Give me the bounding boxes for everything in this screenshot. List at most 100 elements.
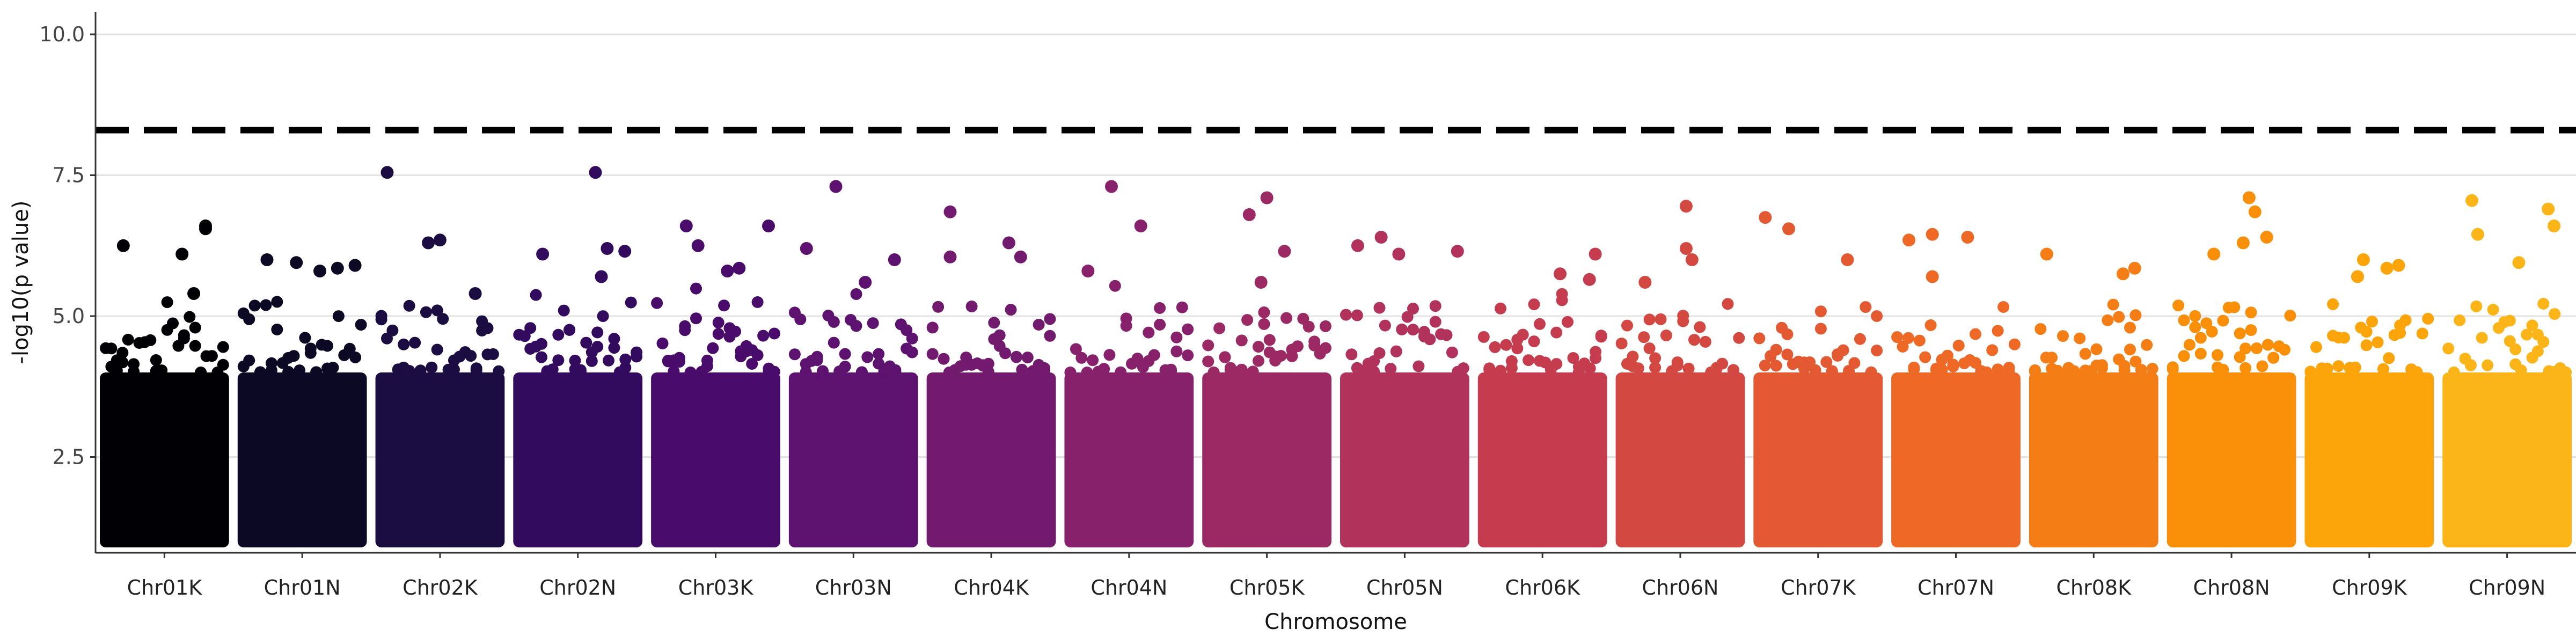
point xyxy=(867,317,879,330)
point xyxy=(2515,364,2527,376)
point xyxy=(1345,348,1358,361)
peak-point-Chr06K-0 xyxy=(1554,267,1567,281)
peak-point-Chr02K-2 xyxy=(433,233,447,247)
point xyxy=(1682,362,1695,375)
y-axis-ticks: 2.5 5.0 7.5 10.0 xyxy=(39,23,96,469)
point xyxy=(2124,321,2136,334)
point xyxy=(1373,302,1386,314)
point xyxy=(167,317,179,330)
point xyxy=(2189,321,2201,333)
point xyxy=(1627,350,1639,363)
point xyxy=(2167,363,2179,376)
point xyxy=(465,350,477,362)
point-cluster-Chr03K xyxy=(651,372,780,547)
point xyxy=(1781,348,1794,361)
peak-point-Chr09K-2 xyxy=(2392,259,2405,272)
peak-point-Chr09N-3 xyxy=(2471,228,2484,241)
point-cluster-Chr08N xyxy=(2167,372,2296,547)
series-Chr05K xyxy=(1202,191,1331,547)
point xyxy=(757,330,770,342)
point xyxy=(156,364,168,377)
point xyxy=(1550,326,1563,339)
point xyxy=(988,317,1000,329)
point xyxy=(552,354,565,367)
peak-point-Chr08N-4 xyxy=(2260,231,2273,244)
peak-point-Chr09N-0 xyxy=(2465,194,2478,207)
point xyxy=(2057,330,2069,342)
point xyxy=(2113,311,2125,323)
peak-point-Chr02K-1 xyxy=(422,236,435,250)
point xyxy=(1407,324,1419,336)
point xyxy=(1010,351,1022,363)
point xyxy=(1075,352,1088,364)
series-Chr07K xyxy=(1753,211,1883,547)
point xyxy=(1016,363,1028,376)
point xyxy=(375,313,387,326)
point xyxy=(2509,343,2522,355)
x-tick-label-Chr08N: Chr08N xyxy=(2193,576,2270,599)
point xyxy=(1660,330,1672,341)
point xyxy=(282,365,295,378)
data-points xyxy=(100,166,2572,547)
point xyxy=(1632,362,1644,375)
point xyxy=(1275,350,1287,362)
point xyxy=(1733,332,1745,344)
point xyxy=(1165,365,1177,377)
point xyxy=(2560,366,2572,378)
point xyxy=(586,355,598,367)
gridlines xyxy=(96,33,2576,458)
point xyxy=(1235,363,1248,376)
point xyxy=(530,289,542,301)
point xyxy=(1947,360,1959,372)
point xyxy=(2250,342,2263,354)
peak-point-Chr09N-2 xyxy=(2548,219,2561,232)
point xyxy=(712,317,724,329)
point xyxy=(2422,312,2434,325)
point xyxy=(1489,341,1501,353)
point xyxy=(1263,334,1276,346)
point xyxy=(1241,314,1254,326)
point-cluster-Chr02N xyxy=(513,372,643,547)
point xyxy=(178,332,190,345)
point xyxy=(310,366,323,378)
point xyxy=(2531,345,2544,357)
peak-point-Chr03N-1 xyxy=(800,242,813,255)
point xyxy=(2360,339,2373,352)
point xyxy=(1182,323,1194,335)
point-cluster-Chr04K xyxy=(926,372,1056,547)
point xyxy=(574,366,587,378)
x-tick-label-Chr05K: Chr05K xyxy=(1230,576,1305,599)
point xyxy=(546,363,559,376)
point xyxy=(828,316,840,328)
point xyxy=(1550,358,1563,370)
point xyxy=(403,365,415,377)
point xyxy=(1379,319,1391,332)
point xyxy=(1154,302,1166,314)
point xyxy=(839,348,851,360)
point xyxy=(2008,338,2021,350)
point xyxy=(1615,338,1628,349)
point xyxy=(1457,362,1469,375)
peak-point-Chr09K-0 xyxy=(2357,253,2370,266)
point xyxy=(1253,355,1264,367)
point xyxy=(1170,331,1183,343)
point xyxy=(1495,364,1506,377)
point xyxy=(2537,336,2550,348)
x-tick-label-Chr06N: Chr06N xyxy=(1642,576,1718,599)
x-tick-label-Chr01K: Chr01K xyxy=(127,576,203,599)
point xyxy=(1584,362,1596,375)
point xyxy=(1109,280,1121,292)
point xyxy=(122,333,134,346)
point xyxy=(189,340,201,352)
y-axis-title: -log10(p value) xyxy=(9,201,33,364)
point xyxy=(1291,340,1304,353)
point xyxy=(1070,343,1082,355)
point xyxy=(1202,339,1214,352)
point xyxy=(1219,351,1231,363)
point xyxy=(243,313,255,325)
point xyxy=(2096,362,2108,374)
peak-point-Chr06N-1 xyxy=(1679,242,1693,255)
point xyxy=(2217,314,2229,327)
point xyxy=(690,312,702,325)
point xyxy=(128,365,140,378)
